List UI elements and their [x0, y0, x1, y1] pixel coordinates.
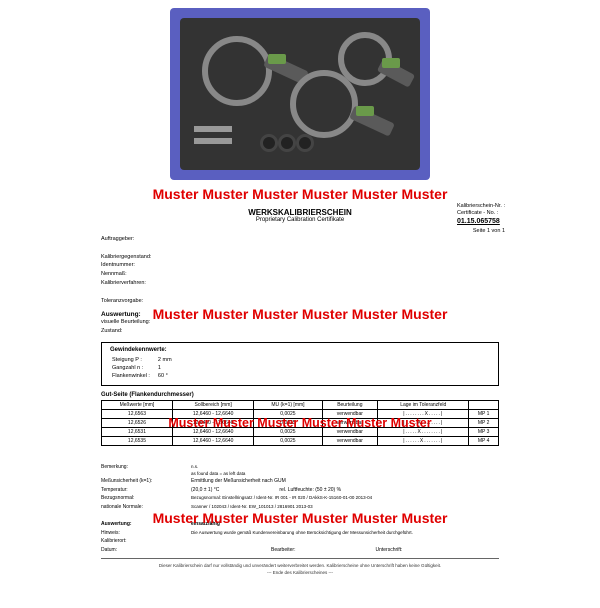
bezug-value: Bezugsnormal: Einstellringsatz / Ident-N…	[191, 495, 499, 503]
flankenwinkel-label: Flankenwinkel :	[112, 373, 156, 379]
bezug-label: Bezugsnormal:	[101, 495, 191, 503]
gut-seite-title: Gut-Seite (Flankendurchmesser)	[101, 392, 515, 398]
bemerkung-label: Bemerkung:	[101, 464, 191, 478]
field-kalibriergegenstand: Kalibriergegenstand:	[101, 253, 515, 262]
field-identnummer: Identnummer:	[101, 261, 515, 270]
header-fields: Auftraggeber: Kalibriergegenstand: Ident…	[85, 235, 515, 305]
ring-2	[278, 134, 296, 152]
table-cell: 12,6460 - 12,6640	[172, 436, 253, 445]
micrometer-tray	[180, 18, 420, 170]
table-row: 12,653512,6460 - 12,66400,0025verwendbar…	[102, 436, 499, 445]
thread-params-table: Steigung P :2 mm Gangzahl n :1 Flankenwi…	[110, 355, 180, 381]
doc-subtitle: Proprietary Calibration Certifikate	[85, 217, 515, 223]
display-3	[382, 58, 400, 68]
gangzahl-label: Gangzahl n :	[112, 365, 156, 371]
steigung-label: Steigung P :	[112, 357, 156, 363]
bearbeiter-label: Bearbeiter:	[271, 547, 295, 555]
watermark-banner-1: Muster Muster Muster Muster Muster Muste…	[0, 186, 600, 202]
table-cell: 0,0025	[254, 436, 322, 445]
certificate-number-block: Kalibrierschein-Nr. : Certificate - No. …	[457, 203, 505, 226]
mu-value: Ermittlung der Meßunsicherheit nach GUM	[191, 478, 499, 486]
table-cell: verwendbar	[322, 436, 378, 445]
micrometer-1	[202, 36, 272, 106]
cert-number: 01.15.065758	[457, 218, 500, 225]
table-cell: 12,6535	[102, 436, 173, 445]
gangzahl-value: 1	[158, 365, 178, 371]
mu-label: Meßunsicherheit (k=1):	[101, 478, 191, 486]
remarks-block: Bemerkung:n.s. as found data = as left d…	[101, 464, 499, 512]
cert-label2: Certificate - No. :	[457, 210, 498, 216]
kalibrierort-label: Kalibrierort:	[101, 538, 191, 546]
field-auftraggeber: Auftraggeber:	[101, 235, 515, 244]
field-kalibrierverfahren: Kalibrierverfahren:	[101, 279, 515, 288]
disclaimer: Dieser Kalibrierschein darf nur vollstän…	[101, 563, 499, 568]
hinweis-label: Hinweis:	[101, 530, 191, 538]
table-cell: MP 4	[469, 436, 499, 445]
thread-title: Gewindekennwerte:	[110, 347, 490, 353]
disclaimer-end: --- Ende des Kalibrierscheines ---	[101, 570, 499, 575]
display-1	[268, 54, 286, 64]
temp-label: Temperatur:	[101, 487, 191, 495]
ring-3	[296, 134, 314, 152]
steigung-value: 2 mm	[158, 357, 178, 363]
temp-value: (20,0 ± 1) °C	[191, 487, 219, 493]
table-header: Sollbereich [mm]	[172, 400, 253, 409]
table-header: MU (k=1) [mm]	[254, 400, 322, 409]
field-nennmass: Nennmaß:	[101, 270, 515, 279]
flankenwinkel-value: 60 °	[158, 373, 178, 379]
ring-1	[260, 134, 278, 152]
table-header	[469, 400, 499, 409]
page-counter: Seite 1 von 1	[473, 228, 505, 234]
standard-bar-2	[194, 138, 232, 144]
doc-title: WERKSKALIBRIERSCHEIN	[85, 208, 515, 217]
field-toleranzvorgabe: Toleranzvorgabe:	[101, 297, 515, 306]
watermark-banner-3: Muster Muster Muster Muster Muster Muste…	[0, 416, 600, 430]
luft-value: (50 ± 20) %	[315, 487, 341, 493]
hinweis-value: Die Auswertung wurde gemäß Kundenvereinb…	[191, 530, 499, 538]
watermark-banner-4: Muster Muster Muster Muster Muster Muste…	[0, 510, 600, 526]
table-header: Meßwerte [mm]	[102, 400, 173, 409]
product-photo	[170, 8, 430, 180]
certificate-document: WERKSKALIBRIERSCHEIN Proprietary Calibra…	[85, 208, 515, 305]
standard-bar-1	[194, 126, 232, 132]
thread-params-box: Gewindekennwerte: Steigung P :2 mm Gangz…	[101, 342, 499, 386]
field-zustand: Zustand:	[101, 327, 515, 336]
table-header: Beurteilung	[322, 400, 378, 409]
bemerkung-value: n.s. as found data = as left data	[191, 464, 499, 478]
table-header: Lage im Toleranzfeld	[378, 400, 469, 409]
datum-label: Datum:	[101, 547, 191, 555]
luft-label: rel. Luftfeuchte:	[279, 487, 313, 493]
table-cell: |......X.......|	[378, 436, 469, 445]
unterschrift-label: Unterschrift:	[375, 547, 402, 555]
cert-label: Kalibrierschein-Nr. :	[457, 203, 505, 209]
watermark-banner-2: Muster Muster Muster Muster Muster Muste…	[0, 306, 600, 322]
divider	[101, 558, 499, 559]
display-2	[356, 106, 374, 116]
